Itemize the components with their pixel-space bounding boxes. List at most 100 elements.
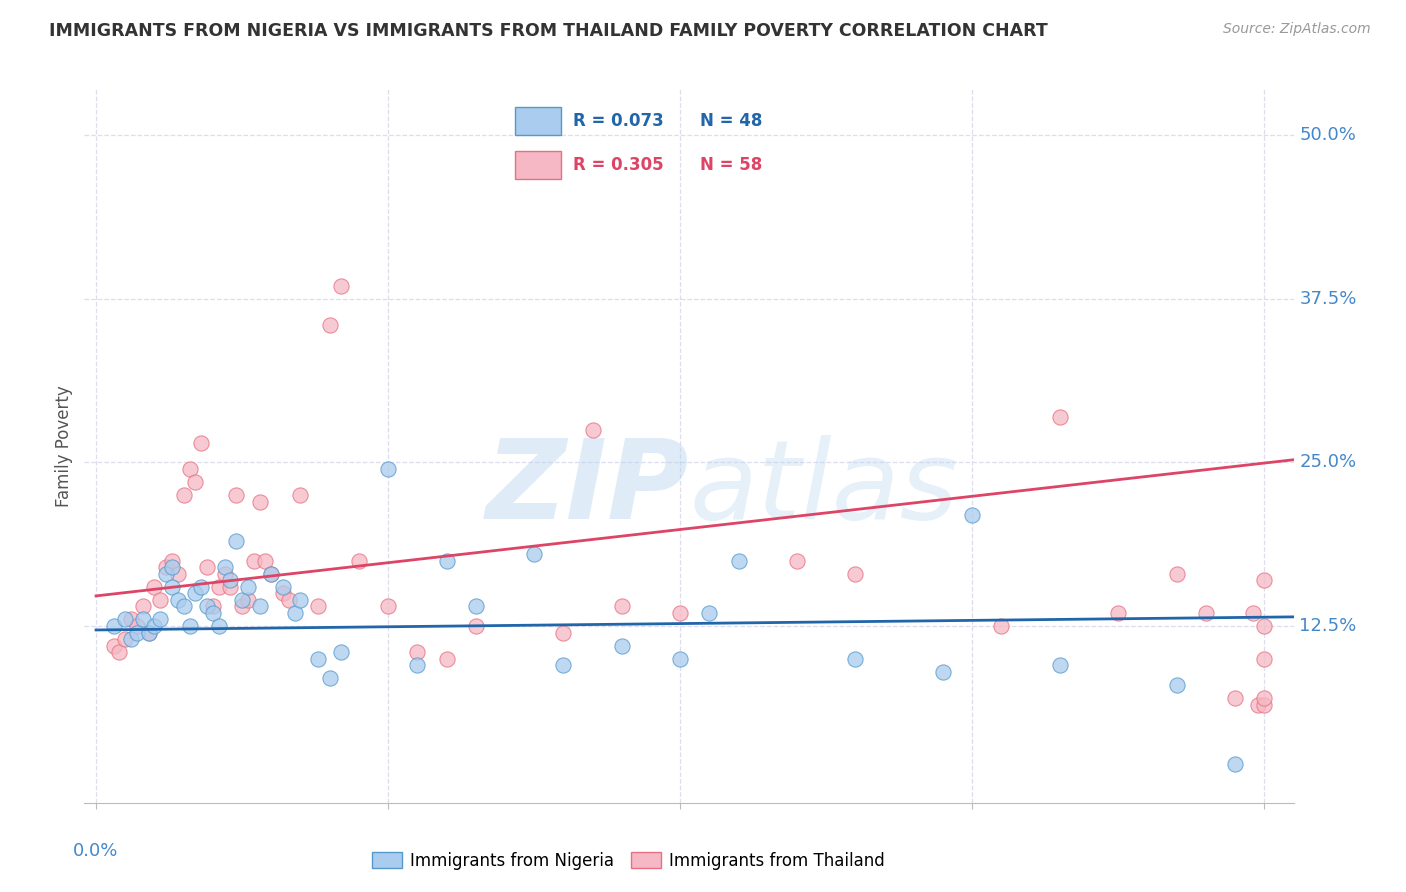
Point <box>208 619 231 633</box>
Point <box>990 619 1012 633</box>
Point <box>249 494 271 508</box>
Point <box>377 462 399 476</box>
Point <box>290 488 312 502</box>
Point <box>249 599 271 614</box>
Point <box>201 606 224 620</box>
Point <box>103 619 125 633</box>
Point <box>610 599 633 614</box>
Text: IMMIGRANTS FROM NIGERIA VS IMMIGRANTS FROM THAILAND FAMILY POVERTY CORRELATION C: IMMIGRANTS FROM NIGERIA VS IMMIGRANTS FR… <box>49 22 1047 40</box>
Point <box>143 580 166 594</box>
Point <box>553 658 575 673</box>
Point <box>179 619 201 633</box>
Point <box>1253 691 1275 706</box>
Point <box>581 423 603 437</box>
Point <box>190 435 212 450</box>
Point <box>143 619 166 633</box>
Point <box>1253 698 1275 712</box>
Point <box>932 665 955 679</box>
Point <box>284 606 307 620</box>
Point <box>214 566 236 581</box>
Point <box>1049 409 1071 424</box>
Point <box>155 560 177 574</box>
Point <box>464 599 486 614</box>
Point <box>1241 606 1264 620</box>
Point <box>844 652 866 666</box>
Text: N = 48: N = 48 <box>700 112 762 130</box>
Point <box>160 560 183 574</box>
Point <box>225 488 247 502</box>
Point <box>155 566 177 581</box>
Text: R = 0.305: R = 0.305 <box>574 156 664 174</box>
Legend: Immigrants from Nigeria, Immigrants from Thailand: Immigrants from Nigeria, Immigrants from… <box>366 846 891 877</box>
Point <box>149 592 172 607</box>
Point <box>1253 652 1275 666</box>
Point <box>406 645 429 659</box>
Point <box>523 547 546 561</box>
Point <box>1049 658 1071 673</box>
Point <box>330 645 353 659</box>
Text: 37.5%: 37.5% <box>1299 290 1357 308</box>
Bar <box>515 151 561 179</box>
Point <box>190 580 212 594</box>
Point <box>464 619 486 633</box>
Point <box>208 580 231 594</box>
Point <box>120 632 142 647</box>
Point <box>225 533 247 548</box>
Point <box>271 586 294 600</box>
Text: N = 58: N = 58 <box>700 156 762 174</box>
Point <box>254 553 277 567</box>
Point <box>1166 566 1188 581</box>
Point <box>219 580 242 594</box>
Point <box>125 625 148 640</box>
Point <box>219 573 242 587</box>
Point <box>166 592 188 607</box>
Point <box>1253 573 1275 587</box>
Point <box>184 586 207 600</box>
Point <box>1195 606 1218 620</box>
Point <box>1223 691 1246 706</box>
Point <box>318 672 340 686</box>
Point <box>610 639 633 653</box>
Point <box>236 592 259 607</box>
Point <box>195 560 218 574</box>
Point <box>960 508 983 522</box>
Point <box>307 599 329 614</box>
Point <box>436 652 458 666</box>
Text: 0.0%: 0.0% <box>73 842 118 860</box>
Point <box>290 592 312 607</box>
Point <box>1247 698 1270 712</box>
Point <box>1253 619 1275 633</box>
Text: ZIP: ZIP <box>485 435 689 542</box>
Point <box>406 658 429 673</box>
Point <box>179 462 201 476</box>
Point <box>184 475 207 489</box>
Point <box>727 553 749 567</box>
Point <box>114 612 136 626</box>
Point <box>271 580 294 594</box>
Point <box>214 560 236 574</box>
Point <box>318 318 340 332</box>
Point <box>786 553 808 567</box>
Point <box>132 612 155 626</box>
Text: 25.0%: 25.0% <box>1299 453 1357 471</box>
Bar <box>515 107 561 136</box>
Point <box>699 606 721 620</box>
Point <box>669 652 692 666</box>
Point <box>1223 756 1246 771</box>
Point <box>307 652 329 666</box>
Text: atlas: atlas <box>689 435 957 542</box>
Point <box>236 580 259 594</box>
Text: R = 0.073: R = 0.073 <box>574 112 664 130</box>
Point <box>166 566 188 581</box>
Point <box>553 625 575 640</box>
Point <box>120 612 142 626</box>
Point <box>195 599 218 614</box>
Point <box>377 599 399 614</box>
Point <box>160 580 183 594</box>
Point <box>277 592 299 607</box>
Point <box>125 619 148 633</box>
Point <box>173 488 195 502</box>
Point <box>149 612 172 626</box>
Y-axis label: Family Poverty: Family Poverty <box>55 385 73 507</box>
Point <box>173 599 195 614</box>
